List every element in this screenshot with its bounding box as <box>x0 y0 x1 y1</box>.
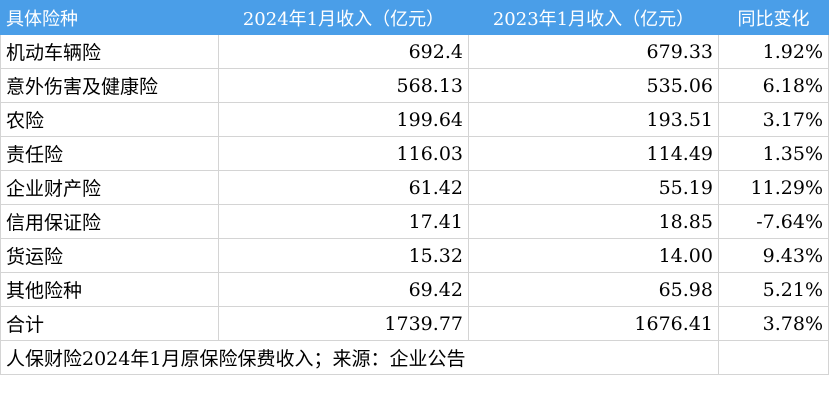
cell-2023[interactable]: 535.06 <box>468 68 719 103</box>
table-row: 货运险 15.32 14.00 9.43% <box>0 238 829 273</box>
table-row: 责任险 116.03 114.49 1.35% <box>0 136 829 171</box>
cell-2023[interactable]: 679.33 <box>468 34 719 69</box>
source-note-row: 人保财险2024年1月原保险保费收入；来源：企业公告 <box>0 340 829 375</box>
header-row: 具体险种 2024年1月收入（亿元） 2023年1月收入（亿元） 同比变化 <box>0 0 829 35</box>
cell-2023[interactable]: 114.49 <box>468 136 719 171</box>
cell-2024[interactable]: 1739.77 <box>218 306 469 341</box>
table-row: 信用保证险 17.41 18.85 -7.64% <box>0 204 829 239</box>
cell-type[interactable]: 信用保证险 <box>0 204 219 239</box>
total-row: 合计 1739.77 1676.41 3.78% <box>0 306 829 341</box>
cell-2024[interactable]: 17.41 <box>218 204 469 239</box>
cell-yoy[interactable]: 9.43% <box>718 238 829 273</box>
cell-2024[interactable]: 199.64 <box>218 102 469 137</box>
table-row: 其他险种 69.42 65.98 5.21% <box>0 272 829 307</box>
table-row: 机动车辆险 692.4 679.33 1.92% <box>0 34 829 69</box>
cell-2023[interactable]: 14.00 <box>468 238 719 273</box>
cell-type[interactable]: 货运险 <box>0 238 219 273</box>
table-row: 农险 199.64 193.51 3.17% <box>0 102 829 137</box>
cell-yoy[interactable]: 3.78% <box>718 306 829 341</box>
cell-type[interactable]: 意外伤害及健康险 <box>0 68 219 103</box>
cell-yoy[interactable]: 11.29% <box>718 170 829 205</box>
header-income-2024[interactable]: 2024年1月收入（亿元） <box>218 0 469 35</box>
table-row: 企业财产险 61.42 55.19 11.29% <box>0 170 829 205</box>
cell-type[interactable]: 责任险 <box>0 136 219 171</box>
table-row: 意外伤害及健康险 568.13 535.06 6.18% <box>0 68 829 103</box>
cell-yoy[interactable]: 5.21% <box>718 272 829 307</box>
cell-yoy[interactable]: 1.35% <box>718 136 829 171</box>
cell-2024[interactable]: 116.03 <box>218 136 469 171</box>
source-note[interactable]: 人保财险2024年1月原保险保费收入；来源：企业公告 <box>0 340 719 375</box>
header-insurance-type[interactable]: 具体险种 <box>0 0 219 35</box>
cell-yoy[interactable]: 3.17% <box>718 102 829 137</box>
premium-income-table: 具体险种 2024年1月收入（亿元） 2023年1月收入（亿元） 同比变化 机动… <box>0 0 829 375</box>
cell-2024[interactable]: 568.13 <box>218 68 469 103</box>
cell-yoy[interactable]: 6.18% <box>718 68 829 103</box>
cell-yoy[interactable]: 1.92% <box>718 34 829 69</box>
cell-2023[interactable]: 193.51 <box>468 102 719 137</box>
header-income-2023[interactable]: 2023年1月收入（亿元） <box>468 0 719 35</box>
cell-yoy[interactable]: -7.64% <box>718 204 829 239</box>
cell-2024[interactable]: 61.42 <box>218 170 469 205</box>
cell-2023[interactable]: 1676.41 <box>468 306 719 341</box>
cell-type[interactable]: 企业财产险 <box>0 170 219 205</box>
cell-2024[interactable]: 692.4 <box>218 34 469 69</box>
cell-2023[interactable]: 65.98 <box>468 272 719 307</box>
cell-type[interactable]: 合计 <box>0 306 219 341</box>
cell-type[interactable]: 其他险种 <box>0 272 219 307</box>
cell-2023[interactable]: 55.19 <box>468 170 719 205</box>
header-yoy-change[interactable]: 同比变化 <box>718 0 829 35</box>
cell-type[interactable]: 农险 <box>0 102 219 137</box>
empty-cell[interactable] <box>718 340 829 375</box>
cell-2023[interactable]: 18.85 <box>468 204 719 239</box>
cell-2024[interactable]: 69.42 <box>218 272 469 307</box>
cell-type[interactable]: 机动车辆险 <box>0 34 219 69</box>
cell-2024[interactable]: 15.32 <box>218 238 469 273</box>
